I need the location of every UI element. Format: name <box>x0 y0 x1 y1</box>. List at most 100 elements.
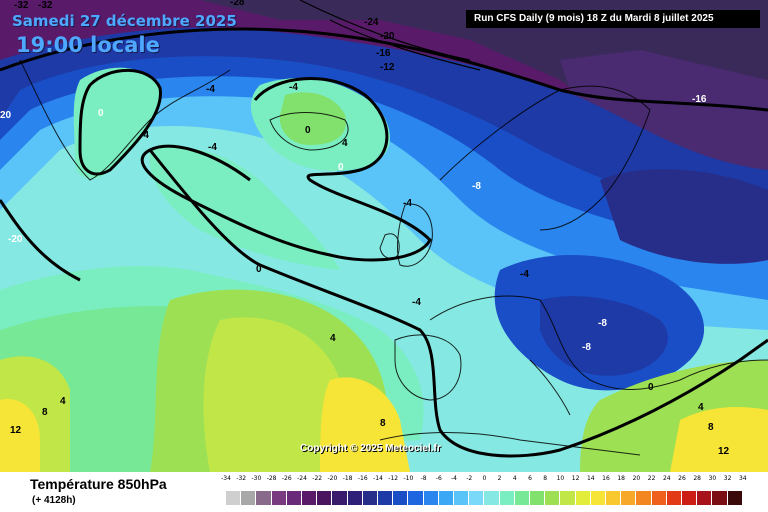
isotherm-label: -20 <box>380 31 395 42</box>
isotherm-0-greenland <box>78 68 162 176</box>
scale-tick-label: -26 <box>281 475 292 482</box>
isotherm-label: 8 <box>708 422 714 433</box>
zone-plus8-west <box>0 399 40 472</box>
europe-cold-core <box>540 296 668 376</box>
scale-swatch <box>408 491 424 505</box>
isotherm-lines <box>0 27 768 458</box>
isotherm-label: -12 <box>380 62 395 73</box>
scale-tick-label: -2 <box>466 475 473 482</box>
scale-tick-label: 6 <box>528 475 532 482</box>
isotherm-label: -32 <box>38 0 53 11</box>
isotherm-minus20-west <box>0 199 81 282</box>
scale-swatch <box>590 491 606 505</box>
scale-swatch <box>560 491 576 505</box>
scale-tick-label: 32 <box>723 475 732 482</box>
scale-swatch <box>636 491 652 505</box>
scale-swatch <box>362 491 378 505</box>
scale-swatch <box>484 491 500 505</box>
scale-tick-label: -18 <box>342 475 353 482</box>
scale-tick-label: -6 <box>435 475 442 482</box>
scale-tick-label: 12 <box>571 475 580 482</box>
isotherm-label: -28 <box>230 0 245 8</box>
scale-tick-label: -22 <box>312 475 323 482</box>
isotherm-0-main <box>148 149 768 458</box>
scale-swatch <box>423 491 439 505</box>
coastlines <box>19 59 768 456</box>
isotherm-minus20-north <box>0 27 768 112</box>
scale-swatch <box>393 491 409 505</box>
isotherm-label: -4 <box>403 198 412 209</box>
scale-tick-label: -28 <box>266 475 277 482</box>
scale-swatch <box>302 491 318 505</box>
scale-tick-label: 26 <box>678 475 686 482</box>
coast-africa <box>379 432 641 456</box>
isotherm-label: 0 <box>648 382 654 393</box>
scale-tick-label: 10 <box>556 475 565 482</box>
scale-swatch <box>712 491 728 505</box>
isotherm-label: 0 <box>98 108 104 119</box>
scale-tick-label: 28 <box>693 475 701 482</box>
forecast-offset: (+ 4128h) <box>32 495 76 506</box>
isotherm-label: -24 <box>364 17 379 28</box>
isotherm-label: -8 <box>472 181 481 192</box>
scale-tick-label: 2 <box>497 475 502 482</box>
scale-tick-label: 14 <box>586 475 595 482</box>
isotherm-0-iceland <box>140 77 432 262</box>
isotherm-label: -32 <box>14 0 29 11</box>
zone-plus8 <box>320 377 410 472</box>
scale-tick-label: -34 <box>221 475 231 482</box>
scale-tick-label: 0 <box>482 475 487 482</box>
coast-ireland <box>379 233 400 259</box>
scale-swatch <box>621 491 637 505</box>
scale-swatch <box>438 491 454 505</box>
scale-swatch <box>332 491 348 505</box>
run-banner: Run CFS Daily (9 mois) 18 Z du Mardi 8 j… <box>466 10 760 28</box>
isotherm-label: -20 <box>8 234 23 245</box>
scale-swatch <box>499 491 515 505</box>
scale-tick-label: 24 <box>662 475 671 482</box>
isotherm-label: 0 <box>305 125 311 136</box>
baltic-cold-core <box>600 169 768 264</box>
scale-swatch <box>514 491 530 505</box>
scale-swatch <box>347 491 363 505</box>
scale-swatch <box>286 491 302 505</box>
isotherm-label: 12 <box>718 446 730 457</box>
scale-tick-label: -24 <box>297 475 307 482</box>
coast-iberia <box>394 334 462 401</box>
forecast-time: 19:00 locale <box>16 33 160 57</box>
isotherm-label: 12 <box>10 425 22 436</box>
scale-swatch <box>545 491 561 505</box>
isotherm-label: 0 <box>256 264 262 275</box>
coast-uk <box>397 203 433 267</box>
scale-tick-label: 30 <box>708 475 717 482</box>
scale-swatch <box>271 491 287 505</box>
scale-tick-label: -16 <box>357 475 368 482</box>
isotherm-label: -4 <box>206 84 215 95</box>
scale-swatch <box>697 491 713 505</box>
isotherm-label: 4 <box>342 138 348 149</box>
scale-swatch <box>530 491 546 505</box>
isotherm-label: -4 <box>412 297 421 308</box>
isotherm-label: 4 <box>330 333 336 344</box>
isotherm-label: 20 <box>0 110 12 121</box>
coast-greenland <box>19 59 231 181</box>
isotherm-label: 0 <box>338 162 344 173</box>
isotherm-label: 8 <box>42 407 48 418</box>
scale-tick-label: -30 <box>251 475 262 482</box>
isotherm-label: -16 <box>376 48 391 59</box>
isotherm-label: 4 <box>60 396 66 407</box>
scale-tick-label: -4 <box>451 475 457 482</box>
zone-greenland-tongue <box>73 67 161 179</box>
isotherm-minus16 <box>299 0 471 61</box>
scale-tick-label: -20 <box>327 475 338 482</box>
scale-swatch <box>454 491 470 505</box>
scale-swatch <box>256 491 272 505</box>
scale-swatch <box>651 491 667 505</box>
zone-iceland-warm <box>279 92 346 145</box>
isotherm-label: -16 <box>692 94 707 105</box>
coast-iceland <box>269 112 349 151</box>
temperature-map <box>0 0 768 472</box>
coast-scandinavia <box>439 85 651 231</box>
scale-tick-label: 4 <box>512 475 517 482</box>
scale-tick-label: -12 <box>388 475 399 482</box>
